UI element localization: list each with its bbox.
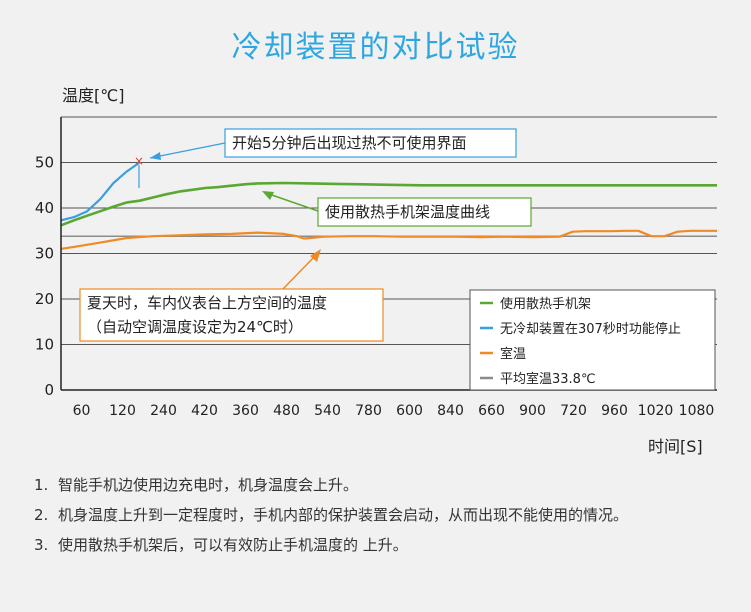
legend-label: 使用散热手机架 xyxy=(500,296,591,312)
legend-label: 室温 xyxy=(500,346,526,362)
x-tick-label: 900 xyxy=(519,403,546,419)
x-tick-label: 540 xyxy=(314,403,341,419)
note-item: 2. 机身温度上升到一定程度时，手机内部的保护装置会启动，从而出现不能使用的情况。 xyxy=(34,500,628,530)
note-text: 使用散热手机架后，可以有效防止手机温度的 上升。 xyxy=(58,536,408,554)
y-tick-label: 0 xyxy=(44,381,54,399)
note-number: 1. xyxy=(34,476,49,494)
x-tick-label: 1080 xyxy=(679,403,715,419)
notes: 1. 智能手机边使用边充电时，机身温度会上升。 2. 机身温度上升到一定程度时，手机… xyxy=(34,470,628,560)
annotation-overheat: × 开始5分钟后出现过热不可使用界面 xyxy=(134,128,517,188)
annotation-overheat-text: 开始5分钟后出现过热不可使用界面 xyxy=(232,134,467,152)
x-tick-label: 840 xyxy=(437,403,464,419)
y-tick-label: 40 xyxy=(35,199,54,217)
x-tick-label: 360 xyxy=(232,403,259,419)
note-item: 1. 智能手机边使用边充电时，机身温度会上升。 xyxy=(34,470,628,500)
note-text: 机身温度上升到一定程度时，手机内部的保护装置会启动，从而出现不能使用的情况。 xyxy=(58,506,629,524)
x-tick-label: 60 xyxy=(73,403,91,419)
y-tick-label: 30 xyxy=(35,245,54,263)
x-tick-label: 120 xyxy=(109,403,136,419)
chart-title: 冷却装置的对比试验 xyxy=(231,30,520,65)
annotation-green-curve: 使用散热手机架温度曲线 xyxy=(262,191,532,227)
note-item: 3. 使用散热手机架后，可以有效防止手机温度的 上升。 xyxy=(34,530,628,560)
y-axis-label: 温度[℃] xyxy=(62,86,124,105)
legend-label: 平均室温33.8℃ xyxy=(500,371,596,387)
annotation-green-curve-text: 使用散热手机架温度曲线 xyxy=(325,203,490,221)
annotation-room-temp: 夏天时，车内仪表台上方空间的温度 （自动空调温度设定为24℃时） xyxy=(79,249,384,342)
x-tick-label: 1020 xyxy=(638,403,674,419)
x-tick-label: 240 xyxy=(150,403,177,419)
series-line xyxy=(60,161,141,222)
annotation-room-temp-line2: （自动空调温度设定为24℃时） xyxy=(87,318,303,336)
x-tick-label: 480 xyxy=(273,403,300,419)
stop-marker: × xyxy=(134,154,144,168)
note-number: 2. xyxy=(34,506,49,524)
x-tick-label: 600 xyxy=(396,403,423,419)
x-tick-label: 960 xyxy=(601,403,628,419)
x-tick-label: 420 xyxy=(191,403,218,419)
x-tick-label: 660 xyxy=(478,403,505,419)
x-axis-label: 时间[S] xyxy=(648,437,703,456)
x-tick-label: 720 xyxy=(560,403,587,419)
y-tick-label: 20 xyxy=(35,290,54,308)
x-tick-label: 780 xyxy=(355,403,382,419)
note-text: 智能手机边使用边充电时，机身温度会上升。 xyxy=(58,476,359,494)
y-tick-label: 10 xyxy=(35,336,54,354)
note-number: 3. xyxy=(34,536,49,554)
y-tick-label: 50 xyxy=(35,154,54,172)
series-line xyxy=(60,229,717,250)
series-line xyxy=(60,181,717,227)
annotation-room-temp-line1: 夏天时，车内仪表台上方空间的温度 xyxy=(87,294,327,312)
series-layer xyxy=(60,161,717,250)
legend-label: 无冷却装置在307秒时功能停止 xyxy=(500,321,681,337)
